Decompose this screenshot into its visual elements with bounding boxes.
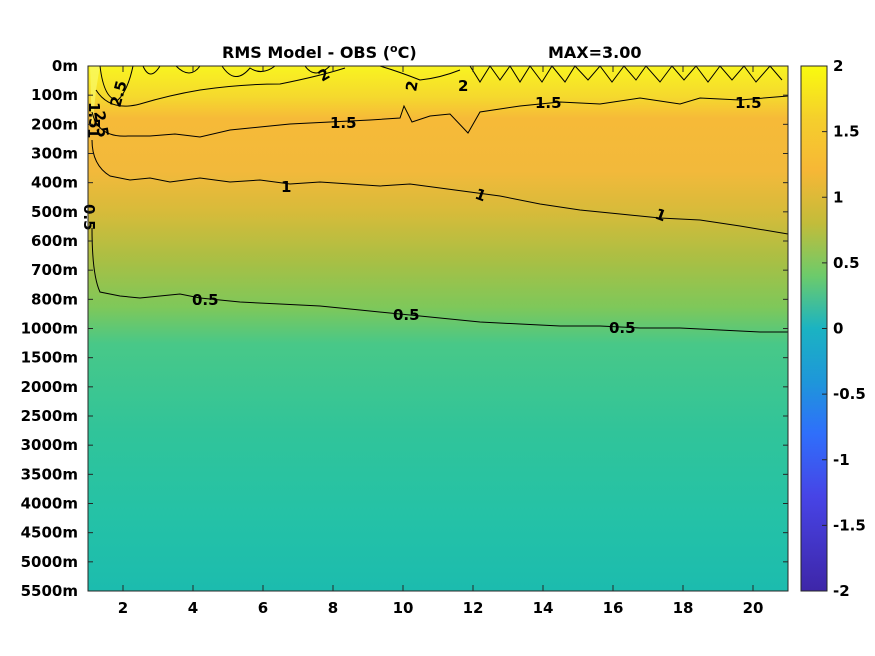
colorbar-tick-label: 1.5 (833, 123, 860, 141)
colorbar-tick-label: -1.5 (833, 516, 866, 534)
contour-label-0-5-c: 0.5 (609, 319, 636, 337)
y-tick-label: 100m (31, 86, 78, 104)
y-tick-label: 200m (31, 115, 78, 133)
colorbar-axis: 2 1.5 1 0.5 0 -0.5 -1 -1.5 -2 (822, 57, 866, 600)
y-tick-label: 5000m (21, 553, 78, 571)
y-tick-label: 0m (52, 57, 78, 75)
x-tick-label: 18 (673, 599, 694, 617)
contour-lines (91, 65, 789, 333)
y-tick-label: 4000m (21, 495, 78, 513)
contour-label-0-5-d: 0.5 (80, 204, 98, 231)
x-tick-label: 20 (743, 599, 764, 617)
y-tick-label: 1500m (21, 349, 78, 367)
x-tick-label: 2 (118, 599, 128, 617)
colorbar-tick-label: -1 (833, 451, 850, 469)
contour-0-5 (91, 227, 788, 333)
contour-label-2-c: 2 (458, 77, 468, 95)
contour-label-1-5-b: 1.5 (535, 94, 562, 112)
y-tick-label: 400m (31, 174, 78, 192)
contour-label-1-5-c: 1.5 (735, 94, 762, 112)
x-tick-label: 4 (188, 599, 198, 617)
colorbar-tick-label: 0 (833, 320, 843, 338)
x-axis: 2 4 6 8 10 12 14 16 18 20 (118, 66, 764, 617)
contour-label-1-d: 1 (84, 128, 102, 138)
x-tick-label: 6 (258, 599, 268, 617)
y-tick-label: 800m (31, 290, 78, 308)
contour-2 (95, 65, 783, 107)
y-tick-label: 4500m (21, 524, 78, 542)
x-tick-label: 10 (393, 599, 414, 617)
contour-label-1-5-a: 1.5 (330, 114, 357, 132)
x-tick-label: 16 (603, 599, 624, 617)
colorbar-tick-label: -0.5 (833, 385, 866, 403)
contour-label-0-5-b: 0.5 (393, 306, 420, 324)
y-tick-label: 300m (31, 145, 78, 163)
contour-label-0-5-a: 0.5 (192, 291, 219, 309)
y-tick-label: 600m (31, 232, 78, 250)
contour-1-5 (91, 95, 789, 138)
contour-label-1-a: 1 (281, 178, 291, 196)
chart-max-label: MAX=3.00 (548, 43, 642, 62)
contour-2-5 (99, 65, 331, 101)
colorbar-tick-label: 0.5 (833, 254, 860, 272)
y-tick-label: 3500m (21, 465, 78, 483)
y-tick-label: 2000m (21, 378, 78, 396)
contour-label-2-b: 2 (402, 79, 422, 92)
contour-1 (91, 139, 789, 235)
y-tick-label: 3000m (21, 436, 78, 454)
colorbar-tick-label: 2 (833, 57, 843, 75)
y-tick-label: 5500m (21, 582, 78, 600)
y-tick-label: 1000m (21, 320, 78, 338)
y-axis: 0m 100m 200m 300m 400m 500m 600m 700m 800m 1000m 1… (21, 57, 788, 600)
x-tick-label: 14 (533, 599, 554, 617)
x-tick-label: 8 (328, 599, 338, 617)
y-tick-label: 2500m (21, 407, 78, 425)
colorbar-tick-label: 1 (833, 188, 843, 206)
chart-title: RMS Model - OBS (oC) (222, 42, 417, 62)
contour-label-1-5-d: 1.5 (85, 102, 103, 129)
contour-label-2-5-b: 2.5 (90, 110, 112, 139)
colorbar-tick-label: -2 (833, 582, 850, 600)
y-tick-label: 500m (31, 203, 78, 221)
x-tick-label: 12 (463, 599, 484, 617)
y-tick-label: 700m (31, 261, 78, 279)
